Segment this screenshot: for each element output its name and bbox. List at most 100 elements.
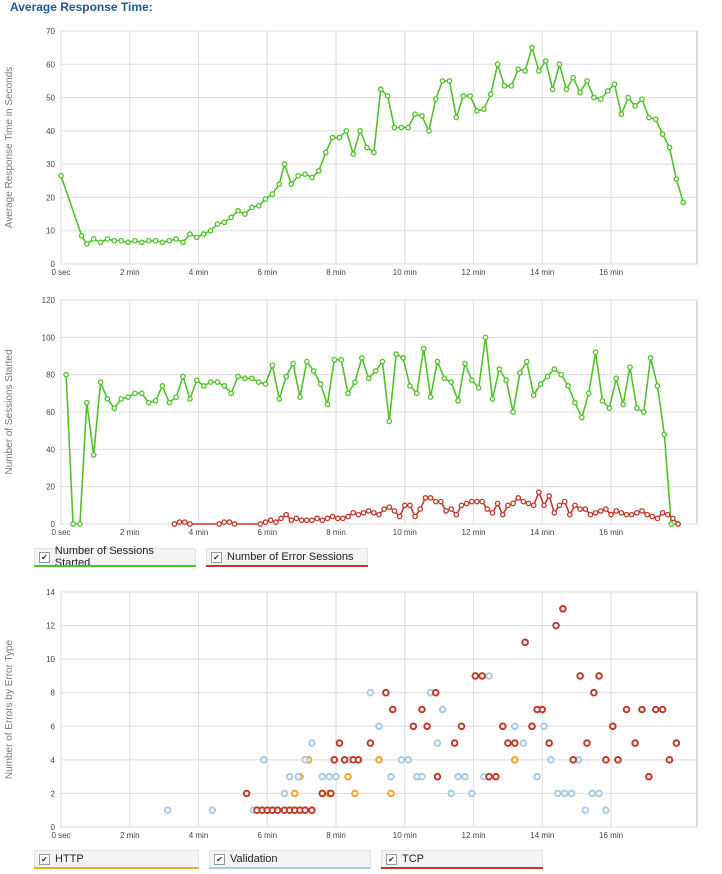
data-point (193, 234, 200, 241)
data-point (533, 772, 541, 781)
data-point (118, 396, 125, 402)
data-point (260, 756, 268, 764)
data-point (434, 358, 441, 365)
data-point (276, 181, 283, 187)
data-point (665, 756, 674, 764)
data-point (645, 772, 653, 781)
legend-http[interactable]: ✔ HTTP (34, 850, 199, 869)
data-point (468, 789, 476, 798)
data-point (639, 508, 645, 514)
data-point (538, 705, 547, 714)
data-point (152, 397, 159, 404)
data-point (501, 83, 508, 89)
legend-label: HTTP (55, 853, 84, 865)
data-point (583, 739, 591, 747)
data-point (262, 381, 269, 387)
data-point (567, 789, 576, 798)
x-tick-label: 2 min (120, 268, 140, 277)
data-point (386, 504, 393, 511)
y-tick-label: 6 (51, 722, 56, 731)
data-point (163, 806, 172, 815)
data-point (481, 106, 487, 113)
data-point (405, 124, 412, 131)
data-point (639, 96, 645, 103)
checkbox-icon[interactable]: ✔ (214, 853, 225, 865)
data-point (242, 375, 248, 382)
checkbox-icon[interactable]: ✔ (211, 551, 222, 563)
data-point (104, 236, 111, 242)
data-point (551, 366, 558, 372)
data-point (187, 521, 193, 527)
data-point (492, 772, 500, 781)
y-axis-label: Average Response Time in Seconds (4, 67, 15, 229)
data-point (365, 375, 372, 382)
data-point (471, 672, 480, 680)
data-point (675, 521, 681, 527)
data-point (439, 78, 446, 84)
data-point (78, 232, 85, 239)
legend-color-bar (34, 565, 196, 567)
data-point (288, 517, 295, 524)
data-point (664, 511, 671, 518)
legend-validation[interactable]: ✔ Validation (209, 850, 371, 869)
data-point (145, 237, 152, 244)
data-point (366, 739, 375, 747)
data-point (505, 502, 511, 509)
data-point (433, 739, 442, 747)
y-tick-label: 12 (46, 622, 55, 631)
data-point (602, 806, 610, 815)
data-point (474, 108, 480, 114)
data-point (413, 390, 420, 397)
legend-tcp[interactable]: ✔ TCP (381, 850, 543, 869)
data-point (467, 93, 473, 99)
data-point (552, 621, 560, 630)
x-tick-label: 12 min (462, 528, 486, 537)
data-point (193, 377, 200, 384)
data-point (228, 390, 235, 397)
data-point (633, 509, 640, 516)
data-point (269, 191, 276, 197)
y-tick-label: 50 (46, 94, 55, 103)
x-tick-label: 8 min (326, 528, 346, 537)
checkbox-icon[interactable]: ✔ (386, 853, 397, 865)
data-point (644, 511, 651, 518)
legend-color-bar (34, 867, 199, 869)
data-point (303, 517, 310, 524)
data-point (340, 756, 349, 764)
data-point (242, 211, 248, 217)
data-point (412, 513, 418, 520)
data-point (541, 502, 547, 509)
data-point (364, 144, 370, 151)
data-point (530, 392, 537, 399)
data-point (366, 688, 375, 697)
data-point (494, 61, 501, 68)
data-point (625, 94, 632, 101)
data-point (582, 506, 589, 512)
data-point (379, 358, 386, 365)
data-point (138, 390, 145, 397)
data-point (216, 521, 222, 527)
checkbox-icon[interactable]: ✔ (39, 551, 50, 563)
data-point (528, 722, 536, 731)
data-point (515, 66, 522, 73)
data-point (646, 114, 652, 121)
checkbox-icon[interactable]: ✔ (39, 853, 50, 865)
x-tick-label: 10 min (393, 831, 417, 840)
data-point (226, 519, 233, 525)
legend-error-sessions[interactable]: ✔ Number of Error Sessions (206, 548, 368, 567)
data-point (248, 375, 255, 382)
legend-sessions-started[interactable]: ✔ Number of Sessions Started (34, 545, 196, 569)
data-point (515, 495, 522, 501)
data-point (329, 513, 336, 520)
data-point (591, 94, 597, 101)
data-point (551, 509, 558, 516)
data-point (461, 772, 469, 781)
data-point (77, 521, 83, 527)
data-point (297, 394, 303, 400)
data-point (310, 368, 317, 374)
data-point (332, 772, 340, 781)
data-point (438, 705, 447, 714)
data-point (608, 511, 614, 518)
data-point (581, 806, 590, 815)
data-point (355, 511, 362, 518)
